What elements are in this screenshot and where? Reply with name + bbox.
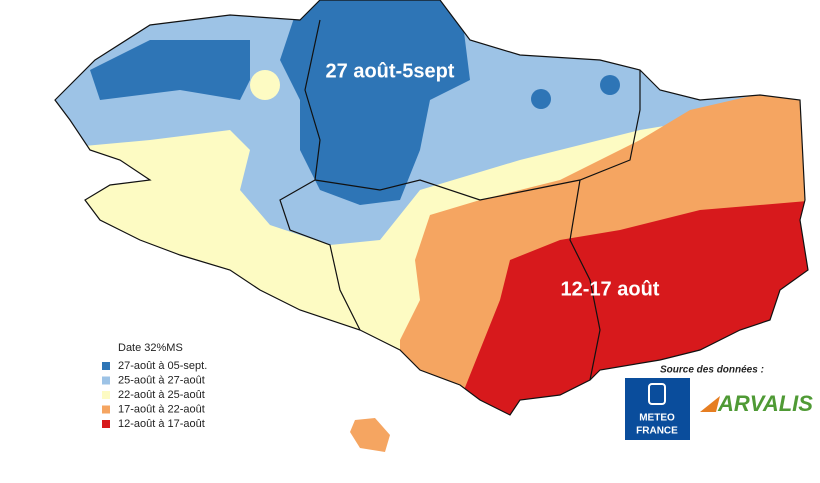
legend-label: 22-août à 25-août — [118, 389, 205, 401]
logo-arvalis: ARVALIS — [717, 391, 813, 416]
legend-swatch — [102, 376, 110, 385]
legend-swatch — [102, 391, 110, 399]
zone — [280, 0, 470, 205]
zone — [531, 89, 551, 109]
logo-arvalis-icon — [700, 396, 720, 412]
zone — [600, 75, 620, 95]
dept-border — [279, 19, 361, 331]
zone — [90, 40, 250, 100]
legend-label: 17-août à 22-août — [118, 403, 205, 415]
logo-icon — [648, 383, 666, 405]
logo-text: METEO — [639, 413, 675, 424]
logo-meteo — [625, 378, 690, 440]
legend-label: 12-août à 17-août — [118, 418, 205, 430]
source-label: Source des données : — [660, 365, 764, 376]
dept-border — [569, 179, 601, 381]
zone — [250, 70, 280, 100]
legend: Date 32%MS 27-août à 05-sept. 25-août à 2… — [102, 342, 207, 430]
dept-border — [314, 70, 641, 201]
island — [350, 418, 390, 452]
annotation: 12-17 août — [561, 278, 660, 300]
legend-title: Date 32%MS — [118, 342, 183, 354]
borders — [54, 0, 809, 416]
legend-swatch — [102, 405, 110, 414]
outline — [54, 0, 809, 416]
legend-swatch — [102, 420, 110, 428]
logo-text: FRANCE — [636, 426, 678, 437]
legend-label: 27-août à 05-sept. — [118, 360, 207, 372]
legend-label: 25-août à 27-août — [118, 374, 205, 386]
legend-swatch — [102, 362, 110, 370]
annotation: 27 août-5sept — [326, 60, 455, 82]
